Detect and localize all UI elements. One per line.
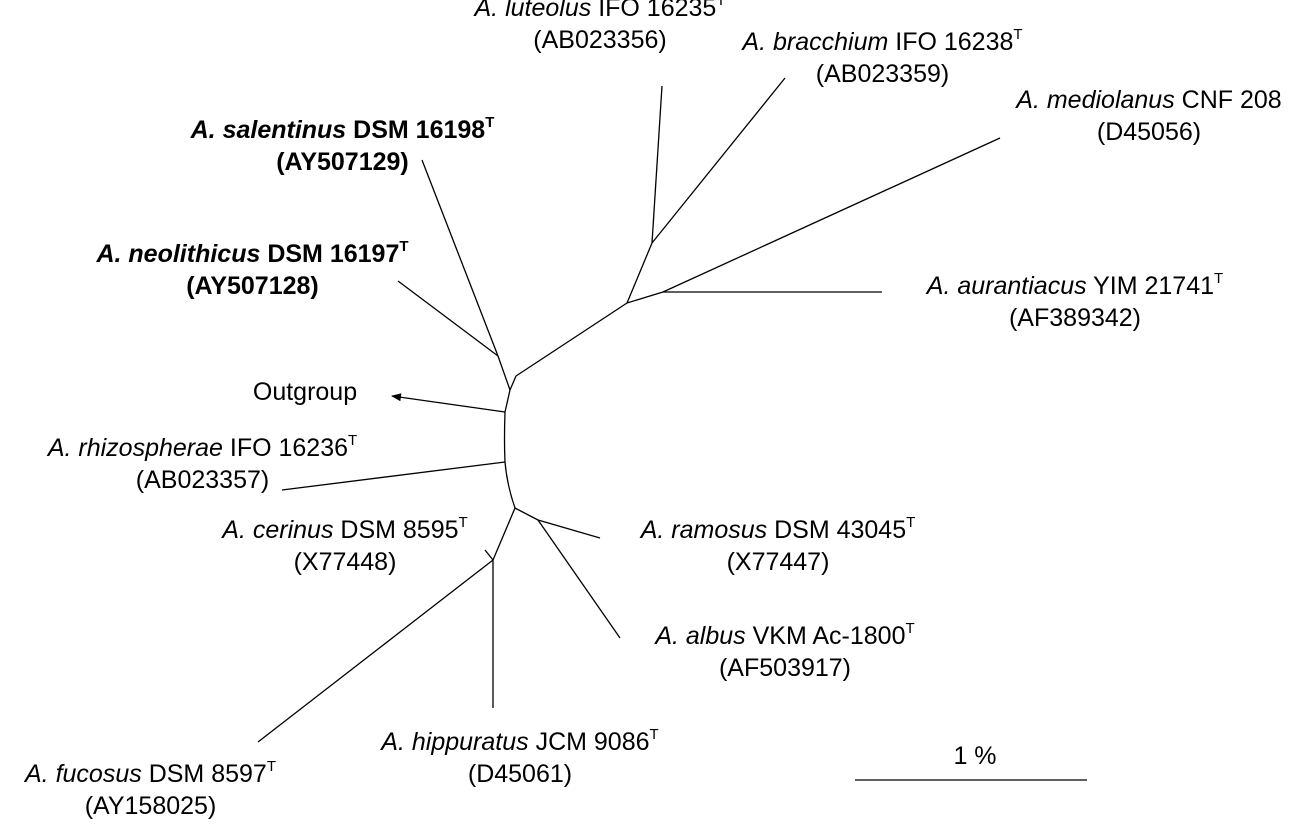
label-cerinus-name: A. cerinus DSM 8595T — [222, 514, 468, 544]
label-salentinus-accession: (AY507129) — [276, 148, 409, 176]
label-luteolus-accession: (AB023356) — [533, 26, 667, 54]
label-albus: A. albus VKM Ac-1800T (AF503917) — [620, 620, 950, 684]
label-hippuratus: A. hippuratus JCM 9086T (D45061) — [345, 726, 695, 790]
label-fucosus: A. fucosus DSM 8597T (AY158025) — [0, 758, 303, 822]
label-hippuratus-name: A. hippuratus JCM 9086T — [381, 726, 659, 756]
branch-central-curve — [503, 411, 516, 509]
label-luteolus: A. luteolus IFO 16235T (AB023356) — [430, 0, 770, 56]
label-ramosus: A. ramosus DSM 43045T (X77447) — [608, 514, 948, 578]
label-cerinus-accession: (X77448) — [293, 548, 397, 576]
scale-bar-label-text: 1 % — [953, 742, 997, 770]
label-rhizospherae-accession: (AB023357) — [135, 466, 270, 494]
label-ramosus-accession: (X77447) — [726, 548, 830, 576]
label-rhizospherae: A. rhizospherae IFO 16236T (AB023357) — [5, 432, 400, 496]
branch-fucosus — [257, 559, 494, 743]
branch-upper-node — [626, 242, 653, 304]
branch-ramosus-albus-node — [514, 507, 539, 521]
branch-rhizospherae — [281, 461, 506, 491]
label-ramosus-name: A. ramosus DSM 43045T — [640, 514, 916, 544]
branch-central-upper — [509, 375, 517, 391]
scale-bar-label: 1 % — [915, 740, 1035, 772]
label-mediolanus-name: A. mediolanus CNF 208 — [1016, 86, 1282, 114]
branch-central-lower — [504, 389, 511, 413]
branch-luteolus — [651, 85, 663, 244]
branch-lower-node — [492, 507, 516, 561]
branch-salentinus — [421, 159, 499, 357]
label-outgroup-text: Outgroup — [252, 378, 358, 406]
label-fucosus-name: A. fucosus DSM 8597T — [25, 758, 276, 788]
label-albus-name: A. albus VKM Ac-1800T — [655, 620, 915, 650]
label-salentinus-name: A. salentinus DSM 16198T — [190, 114, 495, 144]
label-hippuratus-accession: (D45061) — [467, 760, 573, 788]
label-mediolanus: A. mediolanus CNF 208 (D45056) — [990, 84, 1302, 148]
label-neolithicus: A. neolithicus DSM 16197T (AY507128) — [60, 238, 445, 302]
label-rhizospherae-name: A. rhizospherae IFO 16236T — [47, 432, 358, 462]
label-cerinus: A. cerinus DSM 8595T (X77448) — [190, 514, 500, 578]
label-bracchium-name: A. bracchium IFO 16238T — [742, 26, 1023, 56]
branch-to-upper-clade — [515, 302, 628, 377]
label-mediolanus-accession: (D45056) — [1096, 118, 1202, 146]
label-aurantiacus-name: A. aurantiacus YIM 21741T — [926, 270, 1224, 300]
branch-neolithicus — [397, 280, 499, 357]
outgroup-arrow — [391, 393, 506, 413]
label-bracchium-accession: (AB023359) — [815, 60, 950, 88]
branch-mediolanus-aurantiacus-node — [626, 291, 664, 304]
label-aurantiacus-accession: (AF389342) — [1008, 304, 1142, 332]
label-aurantiacus: A. aurantiacus YIM 21741T (AF389342) — [890, 270, 1260, 334]
branch-cerinus — [484, 549, 494, 561]
label-luteolus-name: A. luteolus IFO 16235T — [474, 0, 726, 22]
branch-bracchium — [651, 77, 786, 244]
branch-mediolanus — [662, 137, 1001, 293]
label-neolithicus-accession: (AY507128) — [186, 272, 319, 300]
label-outgroup: Outgroup — [235, 376, 375, 408]
label-albus-accession: (AF503917) — [718, 654, 852, 682]
label-bracchium: A. bracchium IFO 16238T (AB023359) — [710, 26, 1055, 90]
label-fucosus-accession: (AY158025) — [84, 792, 217, 820]
branch-ramosus — [537, 519, 601, 539]
branch-albus — [537, 519, 621, 639]
label-salentinus: A. salentinus DSM 16198T (AY507129) — [155, 114, 530, 178]
label-neolithicus-name: A. neolithicus DSM 16197T — [96, 238, 409, 268]
branch-salentinus-neolithicus-node — [497, 355, 511, 391]
